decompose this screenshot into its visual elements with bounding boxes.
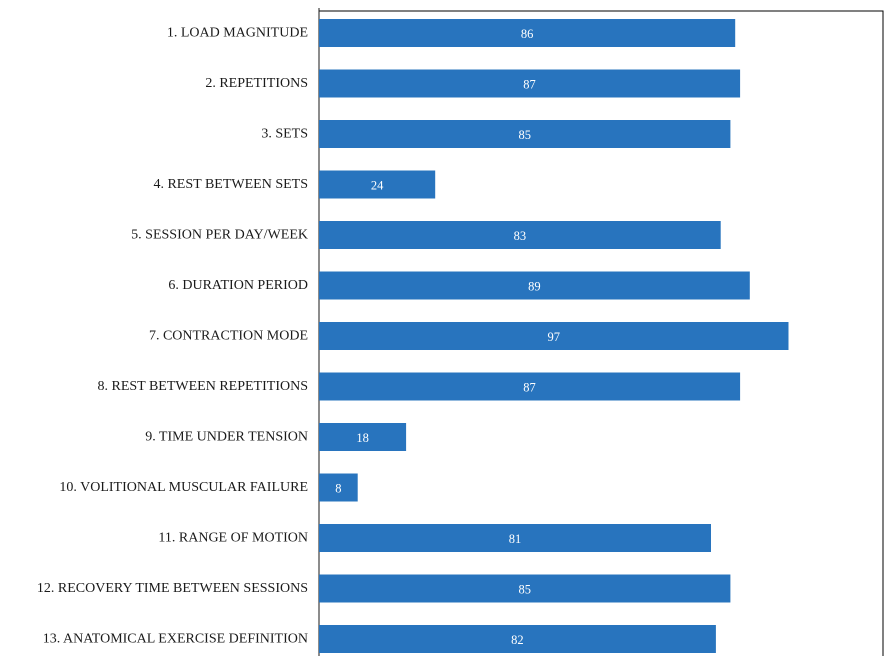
category-label: 5. SESSION PER DAY/WEEK (131, 228, 308, 243)
category-label: 2. REPETITIONS (205, 76, 308, 91)
category-label: 3. SETS (261, 127, 308, 142)
category-label: 1. LOAD MAGNITUDE (167, 26, 308, 41)
bar (319, 19, 736, 47)
value-label: 24 (371, 179, 384, 193)
category-label: 4. REST BETWEEN SETS (153, 177, 308, 192)
bar (319, 170, 436, 199)
value-label: 83 (514, 229, 527, 243)
category-label: 12. RECOVERY TIME BETWEEN SESSIONS (37, 581, 308, 596)
value-label: 81 (509, 532, 522, 546)
value-label: 89 (528, 280, 541, 294)
value-label: 85 (518, 583, 531, 597)
value-label: 8 (335, 482, 341, 496)
bar (319, 221, 721, 249)
value-label: 87 (523, 381, 536, 395)
category-labels-group: 1. LOAD MAGNITUDE 2. REPETITIONS 3. SETS 4.… (37, 26, 308, 647)
bar (319, 423, 407, 451)
bar (319, 574, 731, 603)
value-label: 18 (356, 431, 369, 445)
bar (319, 322, 789, 350)
category-label: 6. DURATION PERIOD (168, 278, 308, 293)
value-label: 85 (518, 128, 531, 142)
value-label: 82 (511, 633, 524, 647)
value-label: 87 (523, 78, 536, 92)
category-label: 7. CONTRACTION MODE (149, 329, 308, 344)
category-label: 10. VOLITIONAL MUSCULAR FAILURE (59, 480, 308, 495)
category-label: 11. RANGE OF MOTION (158, 531, 308, 546)
value-label: 86 (521, 27, 534, 41)
category-label: 9. TIME UNDER TENSION (145, 430, 308, 445)
bar (319, 372, 741, 401)
bar (319, 69, 741, 98)
bars-group (319, 19, 789, 653)
bar (319, 271, 750, 300)
bar (319, 473, 358, 502)
value-labels-group: 86 87 85 24 83 89 97 87 18 8 81 85 82 (335, 27, 560, 647)
bar (319, 625, 716, 653)
value-label: 97 (547, 330, 560, 344)
category-label: 13. ANATOMICAL EXERCISE DEFINITION (43, 632, 308, 647)
bar (319, 120, 731, 148)
bar (319, 524, 711, 552)
category-label: 8. REST BETWEEN REPETITIONS (97, 379, 308, 394)
